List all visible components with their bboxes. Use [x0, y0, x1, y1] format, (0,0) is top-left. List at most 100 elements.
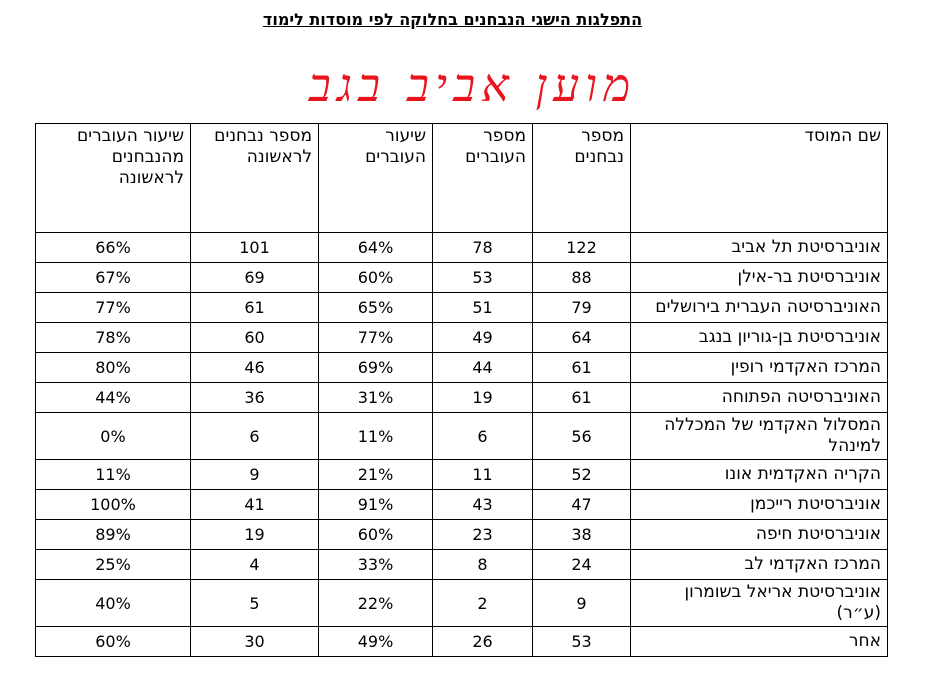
table-cell: 19: [432, 382, 533, 413]
table-cell: 33%: [318, 549, 433, 580]
table-cell: 0%: [35, 412, 191, 460]
institution-name: אוניברסיטת תל אביב: [630, 232, 888, 263]
table-row: אוניברסיטת חיפה 38 23 60% 19 89%: [35, 519, 888, 550]
institution-name: האוניברסיטה הפתוחה: [630, 382, 888, 413]
table-cell: 79: [532, 292, 631, 323]
header-cell: מספר נבחנים: [532, 123, 631, 233]
table-row: אוניברסיטת תל אביב 122 78 64% 101 66%: [35, 232, 888, 263]
table-row: אוניברסיטת בר-אילן 88 53 60% 69 67%: [35, 262, 888, 293]
table-cell: 19: [190, 519, 319, 550]
table-row: הקריה האקדמית אונו 52 11 21% 9 11%: [35, 459, 888, 490]
table-cell: 88: [532, 262, 631, 293]
table-cell: 22%: [318, 579, 433, 627]
table-cell: 49: [432, 322, 533, 353]
table-cell: 100%: [35, 489, 191, 520]
table-cell: 61: [532, 382, 631, 413]
table-cell: 61: [190, 292, 319, 323]
table-body: אוניברסיטת תל אביב 122 78 64% 101 66% אוניברסי…: [35, 232, 888, 657]
table-cell: 89%: [35, 519, 191, 550]
institution-name: אוניברסיטת אריאל בשומרון (ע״ר): [630, 579, 888, 627]
handwritten-note: מוען אביב בגב: [308, 58, 637, 112]
table-cell: 53: [432, 262, 533, 293]
institution-name: אוניברסיטת בן-גוריון בנגב: [630, 322, 888, 353]
table-cell: 77%: [318, 322, 433, 353]
table-cell: 26: [432, 626, 533, 657]
table-cell: 101: [190, 232, 319, 263]
table-cell: 9: [532, 579, 631, 627]
table-cell: 69%: [318, 352, 433, 383]
header-row: שם המוסד מספר נבחנים מספר העוברים שיעור העו…: [35, 123, 888, 233]
table-cell: 23: [432, 519, 533, 550]
results-table: שם המוסד מספר נבחנים מספר העוברים שיעור העו…: [35, 123, 888, 657]
table-cell: 8: [432, 549, 533, 580]
table-row: המרכז האקדמי רופין 61 44 69% 46 80%: [35, 352, 888, 383]
table-cell: 64%: [318, 232, 433, 263]
table-cell: 11%: [35, 459, 191, 490]
table-row: האוניברסיטה הפתוחה 61 19 31% 36 44%: [35, 382, 888, 413]
table-cell: 60%: [318, 262, 433, 293]
institution-name: המרכז האקדמי רופין: [630, 352, 888, 383]
table-cell: 36: [190, 382, 319, 413]
table-row: המרכז האקדמי לב 24 8 33% 4 25%: [35, 549, 888, 580]
table-row: אוניברסיטת אריאל בשומרון (ע״ר) 9 2 22% 5 40%: [35, 579, 888, 627]
table-cell: 5: [190, 579, 319, 627]
table-row: אחר 53 26 49% 30 60%: [35, 626, 888, 657]
table-cell: 66%: [35, 232, 191, 263]
table-cell: 11: [432, 459, 533, 490]
table-cell: 6: [190, 412, 319, 460]
table-cell: 44%: [35, 382, 191, 413]
table-cell: 11%: [318, 412, 433, 460]
table-cell: 43: [432, 489, 533, 520]
table-cell: 4: [190, 549, 319, 580]
table-cell: 31%: [318, 382, 433, 413]
table-cell: 40%: [35, 579, 191, 627]
table-cell: 60%: [35, 626, 191, 657]
header-cell: שם המוסד: [630, 123, 888, 233]
table-cell: 52: [532, 459, 631, 490]
table-cell: 56: [532, 412, 631, 460]
institution-name: האוניברסיטה העברית בירושלים: [630, 292, 888, 323]
table-cell: 61: [532, 352, 631, 383]
table-row: האוניברסיטה העברית בירושלים 79 51 65% 61 77%: [35, 292, 888, 323]
table-cell: 64: [532, 322, 631, 353]
table-cell: 25%: [35, 549, 191, 580]
table-row: אוניברסיטת בן-גוריון בנגב 64 49 77% 60 78%: [35, 322, 888, 353]
table-cell: 2: [432, 579, 533, 627]
institution-name: המסלול האקדמי של המכללה למינהל: [630, 412, 888, 460]
table-cell: 69: [190, 262, 319, 293]
table-cell: 77%: [35, 292, 191, 323]
header-cell: שיעור העוברים מהנבחנים לראשונה: [35, 123, 191, 233]
table-cell: 122: [532, 232, 631, 263]
institution-name: אוניברסיטת בר-אילן: [630, 262, 888, 293]
table-cell: 46: [190, 352, 319, 383]
table-cell: 65%: [318, 292, 433, 323]
table-row: המסלול האקדמי של המכללה למינהל 56 6 11% 6 0%: [35, 412, 888, 460]
table-cell: 6: [432, 412, 533, 460]
table-cell: 47: [532, 489, 631, 520]
table-cell: 21%: [318, 459, 433, 490]
table-cell: 30: [190, 626, 319, 657]
header-cell: מספר נבחנים לראשונה: [190, 123, 319, 233]
table-cell: 9: [190, 459, 319, 490]
institution-name: אוניברסיטת חיפה: [630, 519, 888, 550]
table-cell: 24: [532, 549, 631, 580]
table-cell: 41: [190, 489, 319, 520]
table-cell: 60%: [318, 519, 433, 550]
table-cell: 53: [532, 626, 631, 657]
table-cell: 91%: [318, 489, 433, 520]
institution-name: אחר: [630, 626, 888, 657]
table-cell: 60: [190, 322, 319, 353]
table-cell: 44: [432, 352, 533, 383]
table-cell: 80%: [35, 352, 191, 383]
title: התפלגות הישגי הנבחנים בחלוקה לפי מוסדות …: [262, 10, 643, 29]
table-row: אוניברסיטת רייכמן 47 43 91% 41 100%: [35, 489, 888, 520]
table-cell: 51: [432, 292, 533, 323]
table-cell: 78: [432, 232, 533, 263]
header-cell: מספר העוברים: [432, 123, 533, 233]
table-cell: 49%: [318, 626, 433, 657]
table-cell: 67%: [35, 262, 191, 293]
institution-name: המרכז האקדמי לב: [630, 549, 888, 580]
institution-name: אוניברסיטת רייכמן: [630, 489, 888, 520]
table-cell: 38: [532, 519, 631, 550]
